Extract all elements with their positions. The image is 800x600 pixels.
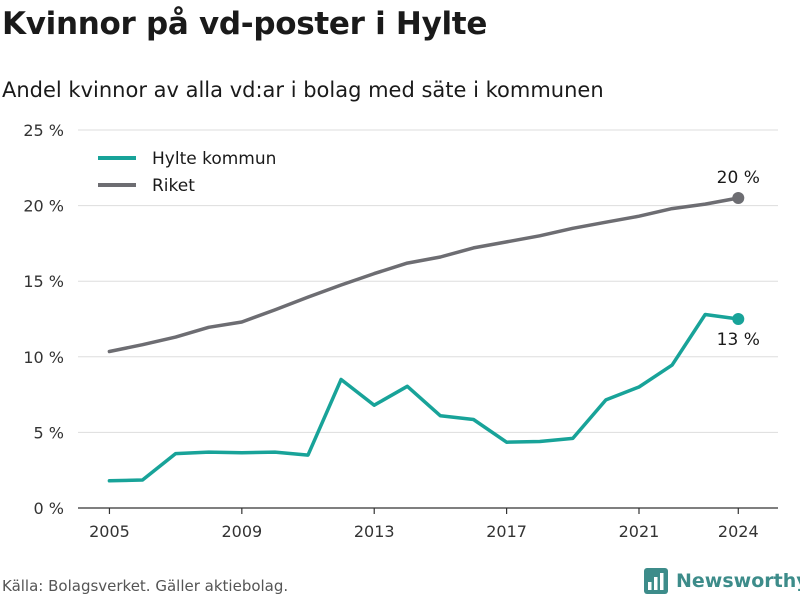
source-note: Källa: Bolagsverket. Gäller aktiebolag. <box>2 577 289 595</box>
series-end-label: 20 % <box>717 168 760 188</box>
legend-label: Hylte kommun <box>152 149 276 169</box>
series-end-point <box>732 192 745 205</box>
y-axis: 0 % 5 % 10 % 15 % 20 % 25 % <box>23 121 64 518</box>
series-line <box>107 196 741 354</box>
x-tick-label: 2009 <box>221 522 262 541</box>
y-tick-label: 20 % <box>23 197 64 216</box>
x-tick-label: 2021 <box>619 522 660 541</box>
chart-subtitle: Andel kvinnor av alla vd:ar i bolag med … <box>2 78 604 102</box>
grid-lines <box>78 129 778 509</box>
x-tick-label: 2024 <box>718 522 759 541</box>
y-tick-label: 10 % <box>23 348 64 367</box>
series-end-point <box>732 313 745 325</box>
series-end-label: 13 % <box>717 330 760 350</box>
chart-title: Kvinnor på vd-poster i Hylte <box>2 6 488 42</box>
x-tick-label: 2013 <box>354 522 395 541</box>
x-tick-label: 2017 <box>486 522 527 541</box>
brand-name: Newsworthy <box>676 570 800 592</box>
x-tick-label: 2005 <box>89 522 130 541</box>
brand-logo: Newsworthy <box>644 568 800 594</box>
y-tick-label: 15 % <box>23 272 64 291</box>
x-axis: 2005 2009 2013 2017 2021 2024 <box>89 508 759 541</box>
legend: Hylte kommun Riket <box>98 149 276 196</box>
y-tick-label: 25 % <box>23 121 64 140</box>
series-line <box>107 312 741 483</box>
legend-label: Riket <box>152 176 195 196</box>
bar-chart-logo-icon <box>644 568 668 594</box>
y-tick-label: 0 % <box>34 499 64 518</box>
series-group: 13 % 20 % <box>107 168 760 483</box>
y-tick-label: 5 % <box>34 423 64 442</box>
